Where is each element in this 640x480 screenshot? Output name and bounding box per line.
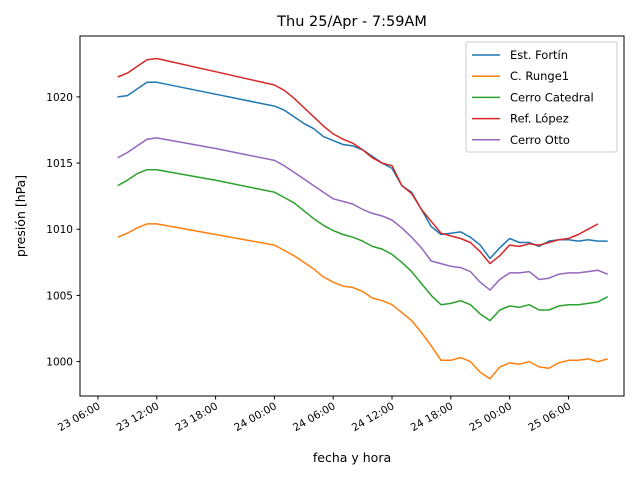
legend: Est. Fortín C. Runge1 Cerro Catedral Ref. L… <box>465 41 618 153</box>
chart-title: Thu 25/Apr - 7:59AM <box>276 14 427 30</box>
y-tick-label-3: 1015 <box>46 158 73 170</box>
y-tick-label-0: 1000 <box>46 357 73 369</box>
series-line-1 <box>117 223 608 380</box>
legend-label-3: Ref. López <box>510 112 569 126</box>
y-tick-label-4: 1020 <box>46 92 73 104</box>
y-tick-label-2: 1010 <box>46 224 73 236</box>
x-axis-label: fecha y hora <box>313 450 391 465</box>
series-layer <box>117 57 609 380</box>
y-axis-label: presión [hPa] <box>13 175 28 257</box>
series-line-2 <box>117 168 609 322</box>
legend-label-4: Cerro Otto <box>510 133 570 147</box>
plot-frame <box>79 35 625 397</box>
series-line-3 <box>117 57 599 265</box>
legend-label-1: C. Runge1 <box>510 69 569 83</box>
legend-box <box>465 41 618 153</box>
legend-label-0: Est. Fortín <box>510 48 568 62</box>
series-line-4 <box>117 137 608 291</box>
legend-label-2: Cerro Catedral <box>510 90 594 104</box>
y-tick-label-1: 1005 <box>46 290 73 302</box>
y-axis: 1000 1005 1010 1015 1020 <box>46 92 80 369</box>
